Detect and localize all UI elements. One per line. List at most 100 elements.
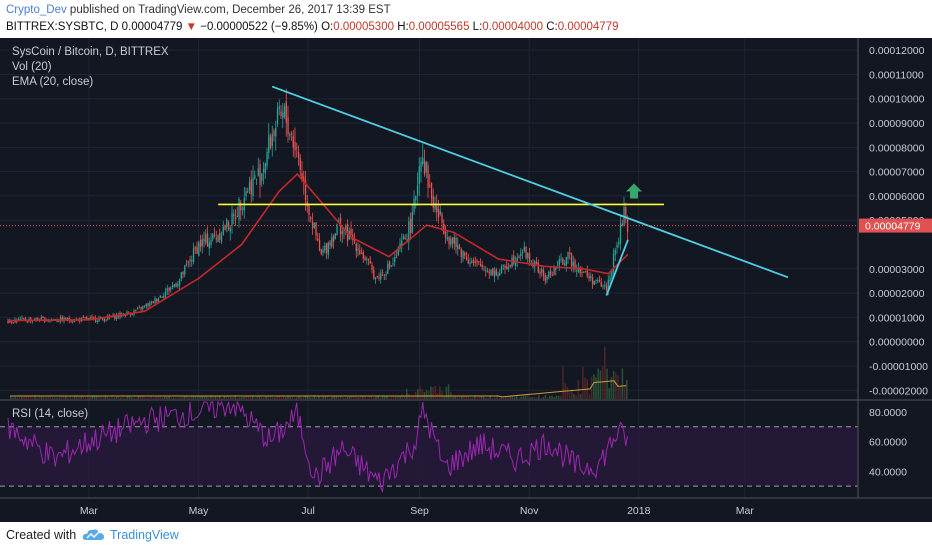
volume-bar — [430, 386, 432, 399]
indicator-lines — [0, 85, 858, 322]
open-value: 0.00005300 — [333, 21, 394, 33]
volume-bar — [293, 397, 296, 399]
volume-bar — [480, 395, 483, 399]
candle-body — [301, 173, 303, 181]
volume-bar — [307, 395, 309, 399]
volume-bar — [78, 396, 80, 399]
volume-bar — [566, 386, 569, 399]
candle-body — [436, 203, 438, 213]
volume-bar — [533, 396, 536, 399]
volume-bar — [443, 396, 445, 399]
descending-trendline — [271, 85, 789, 279]
candle-body — [261, 173, 263, 181]
volume-bar — [291, 395, 294, 399]
volume-bar — [476, 397, 478, 399]
candle-body — [287, 117, 289, 135]
candle-body — [255, 178, 258, 180]
volume-bar — [434, 386, 437, 399]
candle-body — [423, 160, 426, 174]
candle-body — [285, 101, 287, 123]
candle-body — [602, 286, 604, 288]
volume-bar — [428, 390, 430, 399]
candle-body — [21, 317, 23, 319]
volume-bar — [117, 396, 120, 399]
price-chart[interactable]: 0.00012000 0.00011000 0.00010000 0.00009000… — [0, 38, 932, 522]
candle-body — [350, 228, 352, 236]
candle-body — [567, 251, 569, 259]
candle-body — [87, 318, 90, 320]
candle-body — [483, 268, 485, 270]
candle-body — [401, 240, 403, 246]
volume-bar — [485, 397, 487, 399]
candle-body — [185, 263, 188, 265]
volume-bar — [516, 396, 518, 399]
volume-bar — [236, 397, 239, 399]
candle-body — [320, 249, 322, 255]
published-text: published on TradingView.com, December 2… — [69, 4, 391, 16]
candle-body — [12, 322, 14, 324]
candle-body — [542, 269, 545, 276]
volume-bar — [76, 395, 78, 399]
candle-body — [115, 315, 118, 319]
author-link[interactable]: Crypto_Dev — [6, 4, 67, 16]
volume-bar — [375, 396, 377, 399]
candle-body — [446, 237, 448, 240]
volume-bar — [619, 386, 621, 399]
volume-bar — [43, 395, 45, 399]
candle-body — [157, 298, 160, 303]
volume-bar — [445, 386, 448, 399]
volume-bar — [571, 389, 573, 399]
tradingview-brand-link[interactable]: TradingView — [110, 528, 179, 542]
candle-body — [315, 222, 317, 237]
symbol-label: BITTREX:SYSBTC, D — [6, 21, 119, 33]
candle-body — [40, 317, 42, 321]
volume-bar — [553, 397, 555, 399]
time-tick-label: Sep — [410, 505, 429, 517]
candle-body — [70, 320, 72, 323]
candle-body — [282, 112, 284, 119]
volume-bar — [219, 395, 221, 399]
candle-body — [513, 255, 515, 264]
price-tick-label: 0.00002000 — [869, 288, 925, 300]
volume-bar — [357, 397, 360, 399]
volume-bar — [179, 397, 181, 399]
candle-body — [233, 214, 235, 217]
candle-body — [397, 247, 399, 256]
created-with-text: Created with — [6, 528, 77, 542]
candle-body — [511, 257, 513, 267]
volume-bar — [538, 395, 540, 399]
rsi-tick-label: 40.0000 — [869, 466, 907, 478]
candle-body — [331, 237, 333, 247]
candle-body — [523, 246, 525, 251]
volume-bar — [381, 395, 384, 399]
candle-body — [558, 259, 560, 266]
down-arrow-icon: ▼ — [185, 21, 198, 33]
volume-bar — [150, 395, 153, 399]
volume-bar — [304, 395, 307, 399]
volume-bar — [133, 397, 135, 399]
candle-body — [600, 281, 602, 287]
candle-body — [439, 210, 441, 215]
price-tick-label: 0.00003000 — [869, 264, 925, 276]
rsi-band-fill — [0, 426, 858, 487]
candle-body — [495, 269, 497, 275]
volume-bar — [225, 396, 228, 399]
volume-bar — [417, 389, 419, 399]
volume-bar — [164, 396, 166, 399]
volume-bar — [401, 394, 404, 399]
candle-body — [182, 271, 184, 275]
candle-body — [409, 218, 412, 233]
volume-bar — [84, 397, 87, 399]
candle-body — [152, 301, 154, 304]
volume-bar — [590, 376, 593, 399]
candle-body — [264, 163, 266, 174]
ema-legend: EMA (20, close) — [12, 76, 93, 88]
candle-body — [593, 280, 595, 285]
volume-bar — [626, 380, 628, 399]
candle-body — [595, 279, 597, 281]
candle-body — [367, 258, 370, 260]
candle-body — [59, 317, 62, 322]
volume-bar — [234, 395, 236, 399]
candle-body — [362, 252, 364, 259]
volume-bar — [241, 397, 243, 399]
